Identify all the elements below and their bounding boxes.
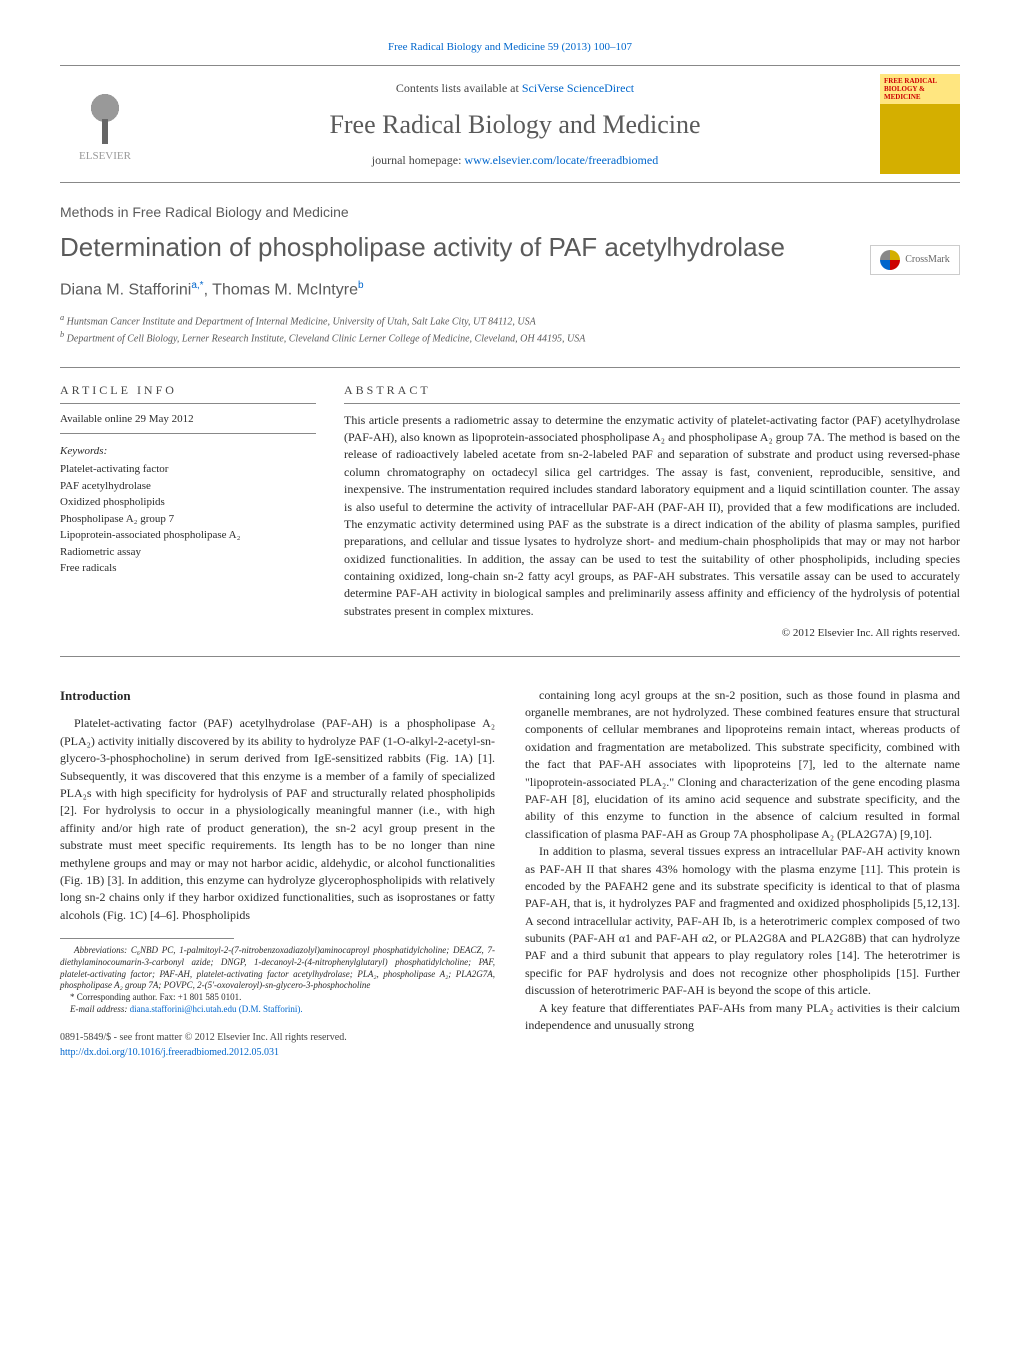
contents-prefix: Contents lists available at [396,81,522,95]
affiliation-a: a Huntsman Cancer Institute and Departme… [60,312,960,329]
available-online: Available online 29 May 2012 [60,412,316,434]
section-label: Methods in Free Radical Biology and Medi… [60,203,960,223]
homepage-line: journal homepage: www.elsevier.com/locat… [150,152,880,169]
email-link[interactable]: diana.stafforini@hci.utah.edu (D.M. Staf… [130,1004,303,1014]
author-2-sup: b [358,280,364,291]
article-title: Determination of phospholipase activity … [60,229,960,265]
crossmark-label: CrossMark [905,253,949,267]
info-abstract-row: ARTICLE INFO Available online 29 May 201… [60,367,960,657]
keywords-label: Keywords: [60,444,316,459]
homepage-prefix: journal homepage: [372,153,465,167]
body-paragraph: In addition to plasma, several tissues e… [525,843,960,1000]
publisher-name: ELSEVIER [79,149,131,164]
introduction-heading: Introduction [60,687,495,706]
keyword: PAF acetylhydrolase [60,478,316,495]
body-paragraph: A key feature that differentiates PAF-AH… [525,1000,960,1035]
homepage-link[interactable]: www.elsevier.com/locate/freeradbiomed [464,153,658,167]
crossmark-badge[interactable]: CrossMark [870,245,960,275]
keyword: Oxidized phospholipids [60,494,316,511]
affiliation-b: b Department of Cell Biology, Lerner Res… [60,329,960,346]
keyword: Free radicals [60,560,316,577]
authors: Diana M. Stafforinia,*, Thomas M. McInty… [60,279,960,302]
affiliations: a Huntsman Cancer Institute and Departme… [60,312,960,347]
elsevier-logo: ELSEVIER [60,74,150,174]
email-footnote: E-mail address: diana.stafforini@hci.uta… [60,1004,495,1016]
journal-title: Free Radical Biology and Medicine [150,107,880,143]
corresponding-author-footnote: * Corresponding author. Fax: +1 801 585 … [60,992,495,1004]
doi-link[interactable]: http://dx.doi.org/10.1016/j.freeradbiome… [60,1046,495,1061]
cover-text: FREE RADICAL BIOLOGY & MEDICINE [884,78,956,101]
abbreviations-footnote: Abbreviations: C₆NBD PC, 1-palmitoyl-2-(… [60,945,495,992]
abstract-copyright: © 2012 Elsevier Inc. All rights reserved… [344,626,960,641]
keyword: Lipoprotein-associated phospholipase A₂ [60,527,316,544]
issn-line: 0891-5849/$ - see front matter © 2012 El… [60,1031,495,1046]
body-left-column: Introduction Platelet-activating factor … [60,687,495,1061]
author-2: , Thomas M. McIntyre [204,282,358,299]
keyword: Platelet-activating factor [60,461,316,478]
contents-line: Contents lists available at SciVerse Sci… [150,80,880,97]
abstract-heading: ABSTRACT [344,382,960,404]
header-center: Contents lists available at SciVerse Sci… [150,80,880,168]
footnote-rule [60,938,234,939]
author-1: Diana M. Stafforini [60,282,191,299]
body-columns: Introduction Platelet-activating factor … [60,687,960,1061]
article-info-heading: ARTICLE INFO [60,382,316,404]
body-right-column: containing long acyl groups at the sn-2 … [525,687,960,1061]
abstract-column: ABSTRACT This article presents a radiome… [330,368,960,656]
body-paragraph: containing long acyl groups at the sn-2 … [525,687,960,844]
abstract-text: This article presents a radiometric assa… [344,412,960,621]
keyword: Phospholipase A₂ group 7 [60,511,316,528]
author-1-sup: a,* [191,280,203,291]
body-paragraph: Platelet-activating factor (PAF) acetylh… [60,715,495,924]
journal-header: ELSEVIER Contents lists available at Sci… [60,65,960,183]
crossmark-icon [880,250,900,270]
article-info-column: ARTICLE INFO Available online 29 May 201… [60,368,330,656]
footnotes: Abbreviations: C₆NBD PC, 1-palmitoyl-2-(… [60,945,495,1015]
sciencedirect-link[interactable]: SciVerse ScienceDirect [522,81,634,95]
keyword: Radiometric assay [60,544,316,561]
page-footer: 0891-5849/$ - see front matter © 2012 El… [60,1031,495,1060]
journal-cover-thumbnail: FREE RADICAL BIOLOGY & MEDICINE [880,74,960,174]
elsevier-tree-icon [75,84,135,144]
keywords-list: Platelet-activating factor PAF acetylhyd… [60,461,316,577]
journal-citation-link[interactable]: Free Radical Biology and Medicine 59 (20… [60,40,960,55]
